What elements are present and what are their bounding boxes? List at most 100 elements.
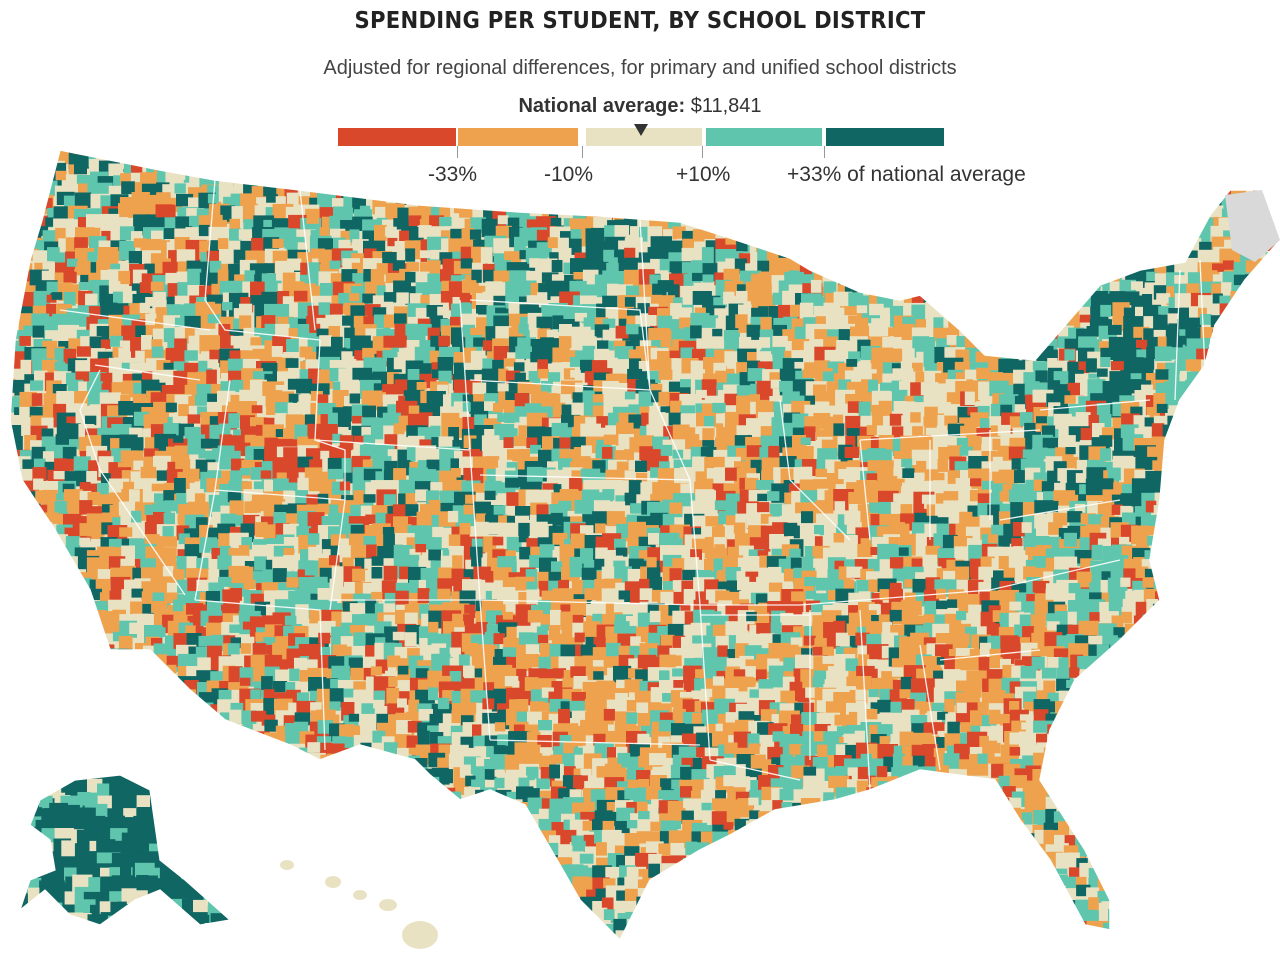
district-cell: [1147, 150, 1165, 161]
district-cell: [1212, 274, 1224, 283]
district-cell: [10, 164, 23, 191]
district-cell: [894, 192, 915, 212]
district-cell: [793, 206, 813, 223]
district-cell: [624, 391, 636, 400]
district-cell: [702, 274, 714, 283]
district-cell: [1042, 303, 1053, 313]
district-cell: [860, 511, 871, 522]
district-cell: [331, 336, 343, 352]
district-cell: [979, 314, 992, 326]
district-cell: [836, 262, 854, 284]
district-cell: [1276, 478, 1280, 502]
district-cell: [451, 150, 470, 165]
district-cell: [569, 566, 583, 578]
district-cell: [24, 182, 38, 195]
district-cell: [613, 170, 633, 195]
district-cell: [419, 150, 440, 163]
district-cell: [33, 478, 44, 490]
district-cell: [254, 205, 268, 216]
district-cell: [547, 237, 558, 249]
district-cell: [1201, 450, 1217, 465]
district-cell: [1167, 237, 1180, 248]
district-cell: [396, 292, 409, 304]
district-cell: [1274, 247, 1280, 262]
district-cell: [10, 153, 23, 182]
district-cell: [1208, 347, 1230, 373]
district-cell: [1113, 174, 1132, 192]
district-cell: [1188, 494, 1202, 509]
district-cell: [1097, 368, 1108, 377]
district-cell: [206, 369, 217, 384]
district-cell: [1189, 482, 1207, 497]
district-cell: [1063, 172, 1076, 185]
district-cell: [229, 228, 242, 243]
district-cell: [1166, 163, 1184, 184]
district-cell: [712, 328, 723, 337]
district-cell: [222, 154, 235, 170]
district-cell: [888, 327, 900, 337]
district-cell: [836, 307, 849, 319]
district-cell: [119, 247, 131, 261]
district-cell: [207, 150, 219, 165]
district-cell: [669, 150, 687, 171]
district-cell: [548, 181, 561, 195]
contiguous-us: [0, 140, 1280, 941]
district-cell: [1147, 249, 1160, 262]
district-cell: [22, 459, 35, 469]
district-cell: [1273, 560, 1280, 580]
district-cell: [1166, 336, 1183, 349]
district-cell: [1021, 522, 1032, 533]
district-cell: [1156, 537, 1167, 547]
district-cell: [955, 250, 971, 262]
district-cell: [10, 557, 14, 571]
district-cell: [833, 423, 845, 436]
district-cell: [946, 175, 961, 188]
district-cell: [717, 150, 732, 155]
district-cell: [1187, 591, 1207, 609]
district-cell: [1153, 225, 1170, 246]
district-cell: [371, 161, 383, 170]
district-cell: [1053, 195, 1064, 208]
district-cell: [646, 176, 659, 186]
district-cell: [998, 535, 1010, 549]
district-cell: [1173, 550, 1189, 567]
district-cell: [756, 184, 768, 199]
district-cell: [959, 214, 975, 231]
district-cell: [1231, 316, 1252, 346]
district-cell: [141, 140, 152, 149]
district-cell: [1263, 337, 1277, 351]
district-cell: [441, 181, 456, 198]
district-cell: [756, 576, 770, 591]
district-cell: [718, 151, 731, 166]
district-cell: [671, 184, 689, 201]
district-cell: [767, 150, 786, 160]
district-cell: [667, 284, 680, 299]
district-cell: [0, 517, 8, 531]
district-cell: [441, 171, 459, 190]
district-cell: [661, 272, 672, 282]
district-cell: [1111, 230, 1131, 250]
district-cell: [914, 472, 925, 480]
district-cell: [948, 270, 961, 280]
district-cell: [297, 401, 308, 416]
district-cell: [843, 579, 855, 589]
district-cell: [1055, 202, 1077, 229]
district-cell: [218, 324, 231, 341]
district-cell: [1167, 547, 1186, 561]
district-cell: [20, 174, 33, 187]
district-cell: [980, 263, 992, 274]
district-cell: [1143, 328, 1156, 340]
district-cell: [1168, 369, 1180, 383]
district-cell: [1086, 326, 1098, 338]
district-cell: [392, 260, 405, 271]
district-cell: [1001, 312, 1024, 331]
district-cell: [505, 477, 519, 488]
district-cell: [1075, 257, 1086, 267]
district-cell: [507, 170, 519, 181]
district-cell: [307, 150, 320, 164]
district-cell: [690, 325, 702, 339]
district-cell: [947, 161, 968, 182]
district-cell: [1014, 252, 1027, 268]
district-cell: [1146, 271, 1157, 281]
district-cell: [789, 193, 801, 202]
